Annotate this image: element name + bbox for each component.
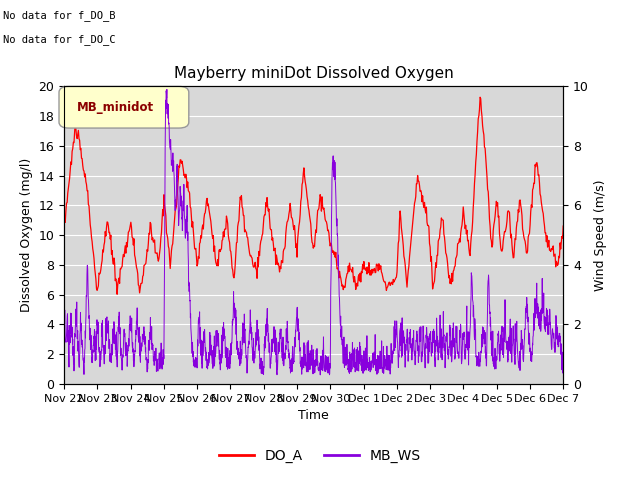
Text: No data for f_DO_B: No data for f_DO_B bbox=[3, 10, 116, 21]
X-axis label: Time: Time bbox=[298, 409, 329, 422]
FancyBboxPatch shape bbox=[59, 86, 189, 128]
Y-axis label: Wind Speed (m/s): Wind Speed (m/s) bbox=[595, 180, 607, 291]
Text: MB_minidot: MB_minidot bbox=[77, 101, 154, 114]
Y-axis label: Dissolved Oxygen (mg/l): Dissolved Oxygen (mg/l) bbox=[20, 158, 33, 312]
Title: Mayberry miniDot Dissolved Oxygen: Mayberry miniDot Dissolved Oxygen bbox=[173, 66, 454, 81]
Legend: DO_A, MB_WS: DO_A, MB_WS bbox=[214, 443, 426, 468]
Text: No data for f_DO_C: No data for f_DO_C bbox=[3, 34, 116, 45]
